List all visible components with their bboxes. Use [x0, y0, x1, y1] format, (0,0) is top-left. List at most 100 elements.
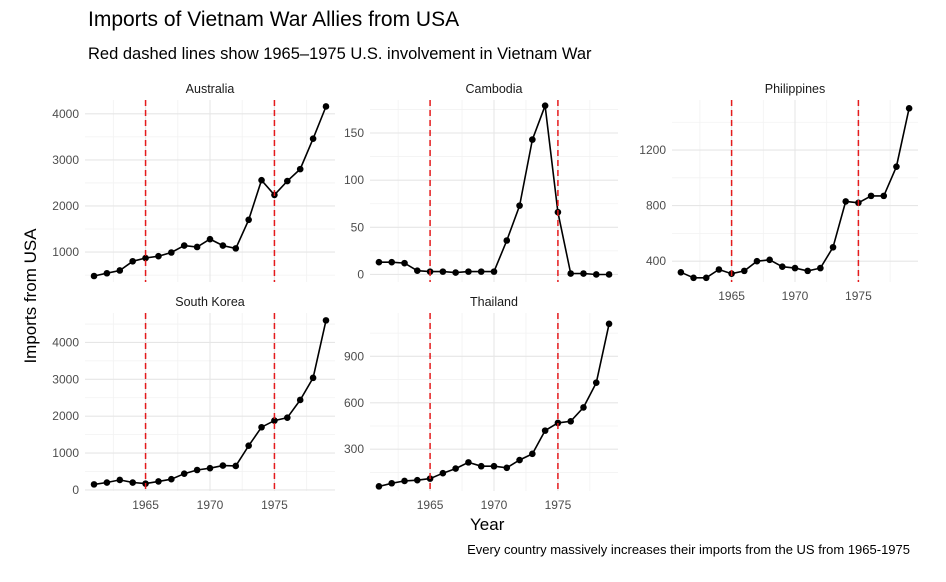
y-tick-label: 0 [72, 483, 79, 497]
data-point [296, 396, 304, 404]
x-tick-label: 1975 [545, 498, 572, 512]
data-point [168, 249, 175, 256]
data-point [309, 374, 317, 382]
data-point [529, 450, 536, 458]
data-point [715, 266, 723, 273]
data-point [503, 237, 511, 244]
data-point [219, 242, 227, 249]
x-tick-label: 1970 [197, 498, 224, 512]
y-tick-label: 900 [344, 349, 364, 363]
data-point [103, 479, 111, 486]
data-point [116, 267, 124, 274]
data-point [677, 268, 685, 276]
data-point [580, 404, 587, 411]
data-point [413, 267, 421, 274]
data-point [206, 464, 214, 472]
data-point [232, 245, 240, 252]
data-point [296, 165, 304, 173]
data-point [116, 476, 124, 484]
data-point [567, 418, 575, 425]
data-point [284, 414, 291, 421]
data-point [490, 268, 498, 275]
data-point [439, 268, 447, 275]
y-tick-label: 2000 [52, 409, 79, 423]
y-tick-label: 1000 [52, 245, 79, 259]
data-point [129, 479, 136, 486]
x-axis-label: Year [470, 515, 505, 534]
data-point [905, 105, 913, 112]
data-point [817, 264, 824, 272]
y-tick-label: 400 [646, 254, 666, 268]
facet-label: Australia [186, 82, 235, 96]
data-point [842, 198, 850, 205]
data-point [740, 267, 748, 275]
y-tick-label: 800 [646, 199, 666, 213]
data-point [322, 317, 330, 324]
data-point [129, 257, 136, 265]
data-point [219, 462, 227, 469]
data-point [90, 481, 98, 488]
data-point [554, 419, 562, 427]
facet-label: Thailand [470, 295, 518, 309]
panel-philippines: 400 800 1200 1965 1970 1975 Philippines [639, 82, 918, 303]
data-point [893, 163, 900, 170]
data-point [413, 476, 421, 484]
data-point [490, 462, 498, 470]
y-tick-label: 4000 [52, 335, 79, 349]
data-point [284, 177, 291, 185]
panel-south-korea: 0 1000 2000 3000 4000 1965 1970 1975 South Korea [52, 295, 335, 512]
x-tick-label: 1965 [417, 498, 444, 512]
data-point [180, 470, 188, 477]
data-point [90, 272, 98, 280]
data-point [541, 102, 549, 109]
data-point [401, 477, 408, 485]
data-point [155, 252, 162, 260]
data-point [439, 469, 447, 477]
x-tick-label: 1970 [782, 289, 809, 303]
data-point [516, 202, 523, 209]
data-point [592, 379, 600, 386]
y-tick-label: 2000 [52, 199, 79, 213]
data-point [829, 243, 837, 251]
data-point [168, 475, 175, 483]
data-point [232, 462, 240, 470]
data-point [567, 270, 575, 277]
data-point [605, 320, 613, 328]
data-point [375, 483, 383, 490]
data-point [258, 423, 265, 431]
data-point [477, 462, 485, 470]
y-tick-label: 3000 [52, 372, 79, 386]
data-point [258, 176, 265, 184]
data-point [245, 216, 252, 224]
facet-label: South Korea [175, 295, 245, 309]
data-point [867, 192, 875, 200]
panel-australia: 1000 2000 3000 4000 Australia [52, 82, 335, 282]
data-point [193, 466, 201, 474]
facet-label: Cambodia [466, 82, 523, 96]
y-tick-label: 600 [344, 396, 364, 410]
data-point [180, 242, 188, 249]
data-point [465, 459, 472, 466]
data-point [465, 268, 472, 275]
x-tick-label: 1975 [261, 498, 288, 512]
chart-subtitle: Red dashed lines show 1965–1975 U.S. inv… [88, 45, 592, 63]
data-point [592, 271, 600, 278]
data-point [702, 274, 710, 282]
chart-caption: Every country massively increases their … [467, 542, 910, 557]
data-point [804, 267, 811, 275]
data-point [388, 479, 396, 487]
data-point [541, 427, 549, 434]
data-point [245, 442, 252, 449]
data-point [206, 235, 214, 243]
data-point [779, 263, 786, 271]
data-point [880, 192, 888, 200]
data-point [271, 417, 278, 424]
data-point [753, 257, 761, 265]
data-point [388, 258, 396, 266]
y-tick-label: 100 [344, 173, 364, 187]
data-point [690, 274, 697, 282]
y-tick-label: 150 [344, 126, 364, 140]
x-tick-label: 1975 [845, 289, 872, 303]
data-point [375, 258, 383, 266]
